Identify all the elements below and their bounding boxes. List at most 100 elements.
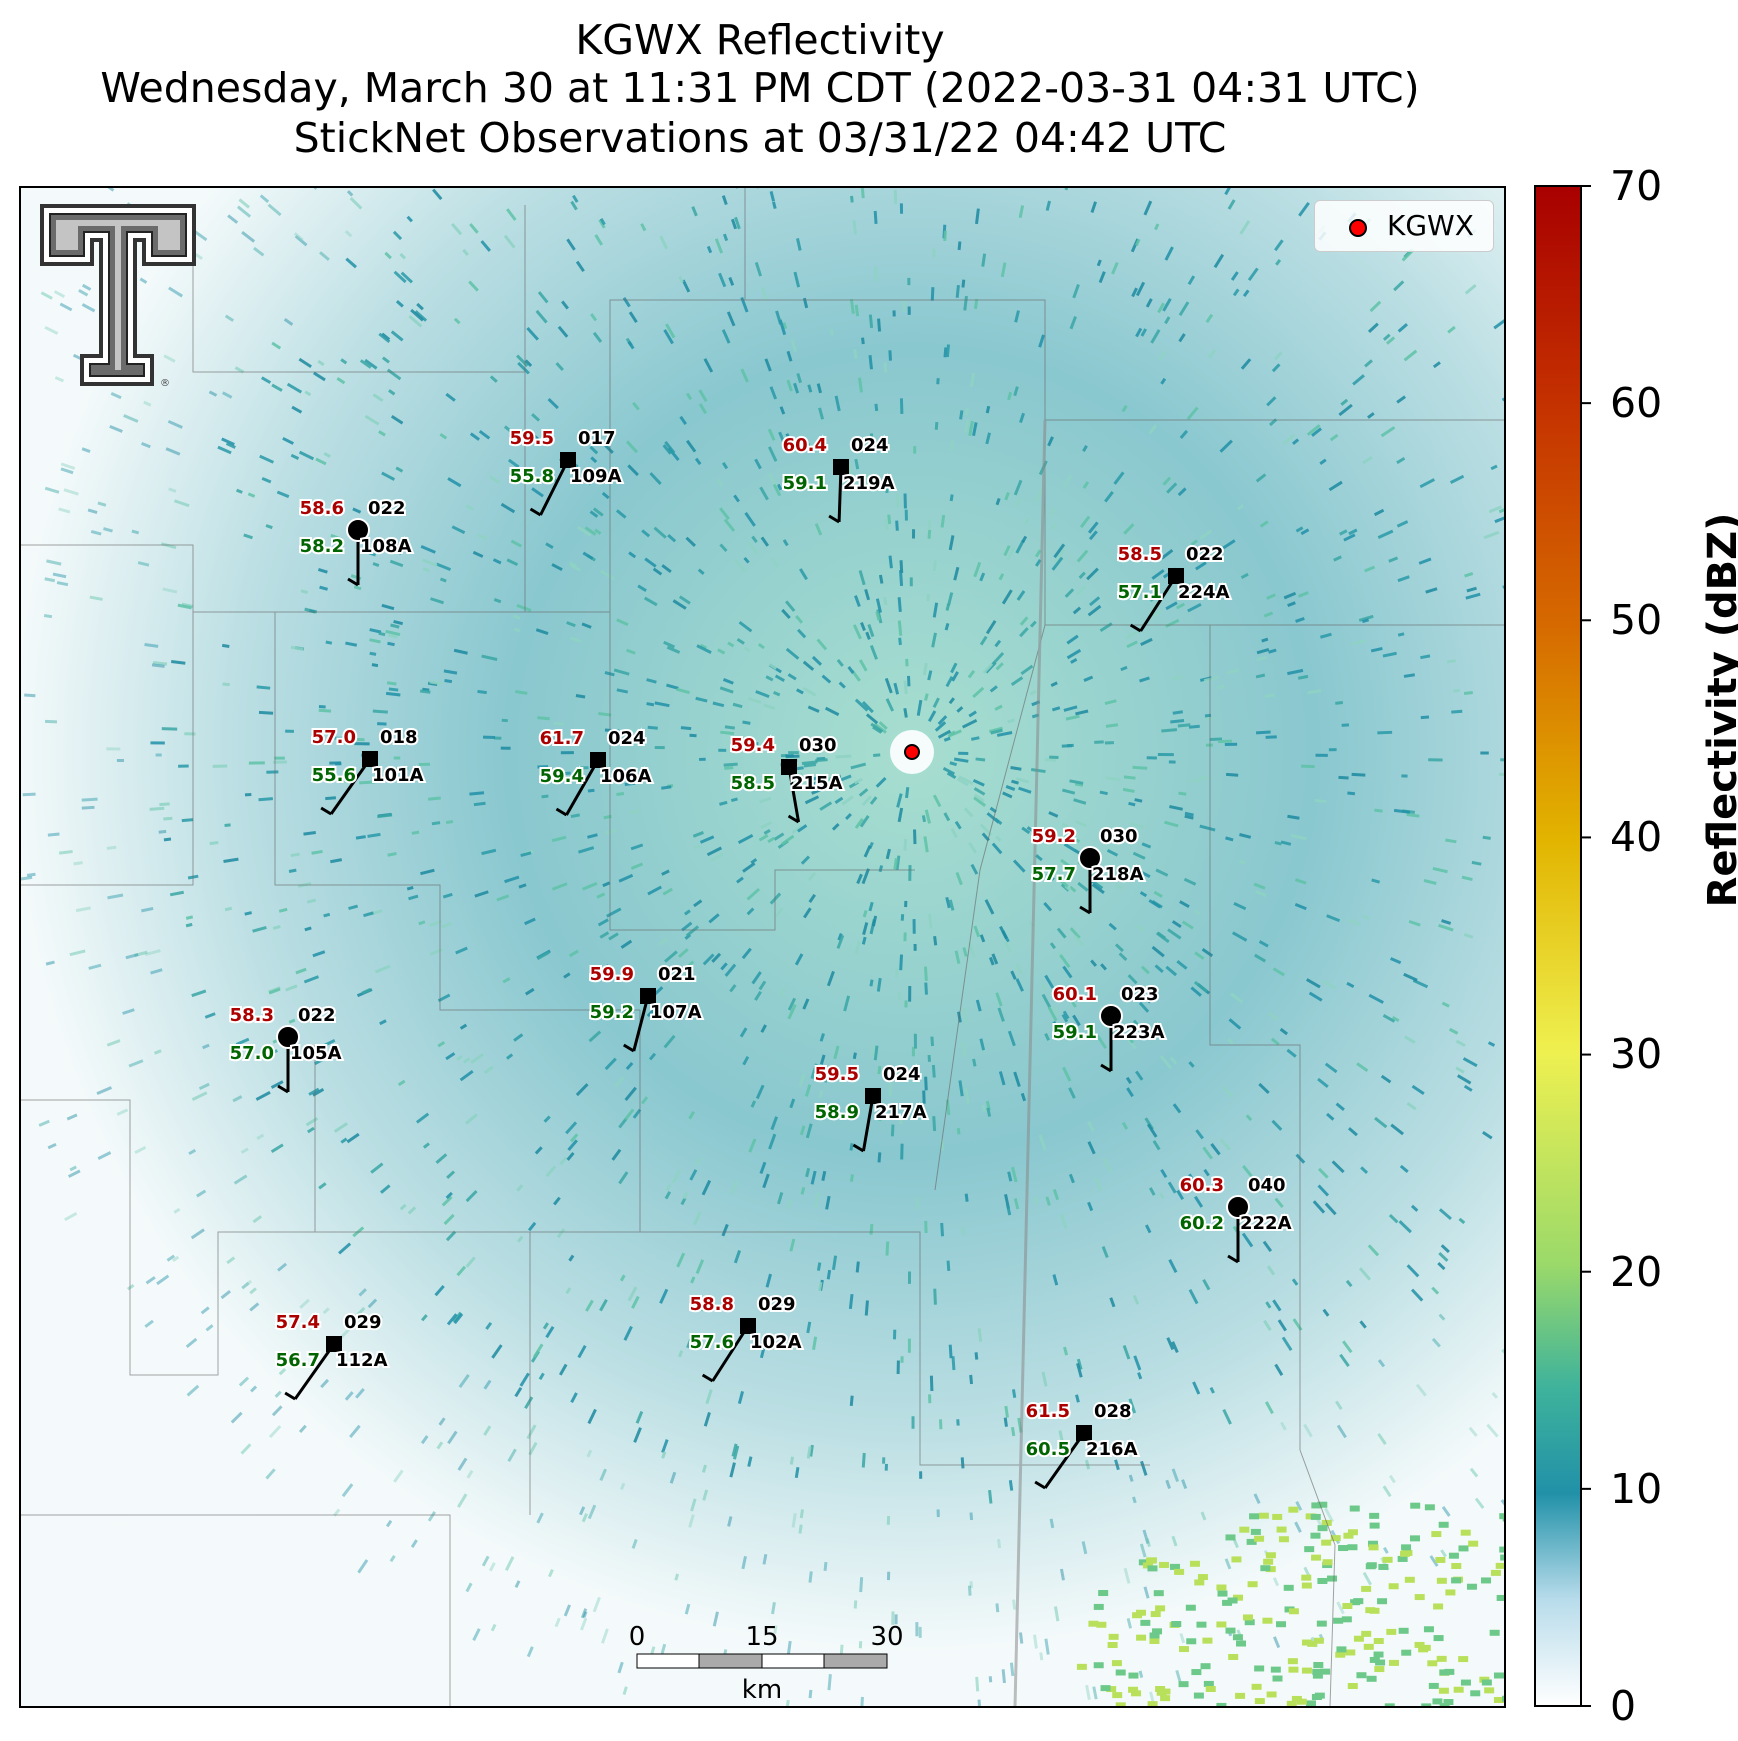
wind-barb-flag xyxy=(622,1043,635,1053)
map-frame xyxy=(19,186,1506,1708)
station-marker-circle xyxy=(1078,846,1102,870)
colorbar-tick-label: 30 xyxy=(1610,1030,1663,1078)
station-wind-direction: 040 xyxy=(1248,1175,1286,1196)
station-dewpoint: 59.1 xyxy=(783,473,827,494)
colorbar-tick-label: 60 xyxy=(1610,379,1663,427)
station-temperature: 60.3 xyxy=(1180,1175,1224,1196)
scale-bar: 0 15 30 km xyxy=(629,1622,904,1705)
wind-barb-flag xyxy=(277,1084,289,1094)
wind-barb-flag xyxy=(347,577,359,587)
colorbar xyxy=(1534,185,1582,1707)
double-t-logo-icon: ® xyxy=(40,204,196,389)
colorbar-tick-marks xyxy=(1581,185,1591,1707)
wind-barb xyxy=(329,758,372,815)
station-temperature: 60.1 xyxy=(1053,984,1097,1005)
wind-barb-flag xyxy=(1079,905,1091,915)
station-marker-square xyxy=(833,459,849,475)
station-102A: 58.8 029 57.6 102A xyxy=(688,1292,804,1383)
wind-barb xyxy=(711,1325,750,1382)
station-wind-direction: 024 xyxy=(851,435,889,456)
station-id: 108A xyxy=(360,536,412,557)
station-temperature: 59.4 xyxy=(731,735,775,756)
station-id: 106A xyxy=(600,766,652,787)
svg-text:®: ® xyxy=(160,378,170,389)
station-id: 218A xyxy=(1092,864,1144,885)
station-temperature: 58.8 xyxy=(690,1294,734,1315)
station-marker-square xyxy=(740,1318,756,1334)
legend-label: KGWX xyxy=(1387,209,1474,242)
station-216A: 61.5 028 60.5 216A xyxy=(1024,1399,1140,1490)
station-temperature: 58.3 xyxy=(230,1005,274,1026)
station-marker-square xyxy=(326,1336,342,1352)
station-marker-square xyxy=(640,988,656,1004)
wind-barb xyxy=(861,1095,875,1152)
station-marker-square xyxy=(781,759,797,775)
station-218A: 59.2 030 57.7 218A xyxy=(1030,824,1146,915)
wind-barb xyxy=(1043,1432,1086,1489)
station-temperature: 60.4 xyxy=(783,435,827,456)
radar-site-icon xyxy=(890,730,934,774)
chart-title: KGWX Reflectivity xyxy=(575,16,945,64)
wind-barb xyxy=(1139,575,1178,632)
station-dewpoint: 60.5 xyxy=(1026,1439,1070,1460)
colorbar-tick-label: 20 xyxy=(1610,1248,1663,1296)
station-dewpoint: 57.6 xyxy=(690,1332,734,1353)
station-temperature: 59.2 xyxy=(1032,826,1076,847)
scale-unit: km xyxy=(742,1675,782,1705)
station-marker-square xyxy=(590,752,606,768)
station-temperature: 61.5 xyxy=(1026,1401,1070,1422)
wind-barb-flag xyxy=(1100,1063,1112,1073)
station-dewpoint: 57.1 xyxy=(1118,582,1162,603)
colorbar-tick-label: 70 xyxy=(1610,162,1663,210)
station-marker-square xyxy=(362,751,378,767)
echo-field xyxy=(20,187,1505,1707)
station-id: 102A xyxy=(750,1332,802,1353)
station-id: 216A xyxy=(1086,1439,1138,1460)
station-marker-circle xyxy=(346,518,370,542)
station-temperature: 57.4 xyxy=(276,1312,320,1333)
station-dewpoint: 58.2 xyxy=(300,536,344,557)
station-wind-direction: 029 xyxy=(758,1294,796,1315)
station-temperature: 57.0 xyxy=(312,727,356,748)
colorbar-tick-label: 0 xyxy=(1610,1682,1637,1730)
station-id: 105A xyxy=(290,1043,342,1064)
colorbar-tick-label: 50 xyxy=(1610,596,1663,644)
station-marker-circle xyxy=(1099,1004,1123,1028)
station-marker-square xyxy=(1168,568,1184,584)
wind-barb-flag xyxy=(529,507,542,517)
station-215A: 59.4 030 58.5 215A xyxy=(729,733,845,824)
station-dewpoint: 55.6 xyxy=(312,765,356,786)
echo-speckle xyxy=(20,187,1505,1707)
colorbar-tick-label: 10 xyxy=(1610,1465,1663,1513)
station-106A: 61.7 024 59.4 106A xyxy=(538,726,654,817)
wind-barb-flag xyxy=(1034,1480,1046,1490)
station-id: 224A xyxy=(1178,582,1230,603)
scale-tick-30: 30 xyxy=(870,1622,903,1652)
wind-barb-flag xyxy=(320,806,332,816)
scale-tick-15: 15 xyxy=(745,1622,778,1652)
chart-subtitle-time: Wednesday, March 30 at 11:31 PM CDT (202… xyxy=(100,64,1420,112)
station-dewpoint: 56.7 xyxy=(276,1350,320,1371)
wind-barb xyxy=(539,459,570,516)
station-105A: 58.3 022 57.0 105A xyxy=(228,1003,344,1094)
wind-barb xyxy=(565,759,600,816)
station-id: 109A xyxy=(570,466,622,487)
station-id: 217A xyxy=(875,1102,927,1123)
station-id: 223A xyxy=(1113,1022,1165,1043)
chart-subtitle-obs: StickNet Observations at 03/31/22 04:42 … xyxy=(293,114,1227,162)
station-dewpoint: 57.0 xyxy=(230,1043,274,1064)
station-wind-direction: 017 xyxy=(578,428,616,449)
wind-barb xyxy=(632,995,650,1052)
station-dewpoint: 59.1 xyxy=(1053,1022,1097,1043)
station-id: 112A xyxy=(336,1350,388,1371)
station-wind-direction: 029 xyxy=(344,1312,382,1333)
scale-tick-0: 0 xyxy=(629,1622,646,1652)
station-dewpoint: 58.5 xyxy=(731,773,775,794)
station-wind-direction: 022 xyxy=(1186,544,1224,565)
station-112A: 57.4 029 56.7 112A xyxy=(274,1310,390,1401)
station-109A: 59.5 017 55.8 109A xyxy=(508,426,624,517)
wind-barb-flag xyxy=(787,814,800,824)
wind-barb xyxy=(293,1343,336,1400)
station-wind-direction: 022 xyxy=(298,1005,336,1026)
